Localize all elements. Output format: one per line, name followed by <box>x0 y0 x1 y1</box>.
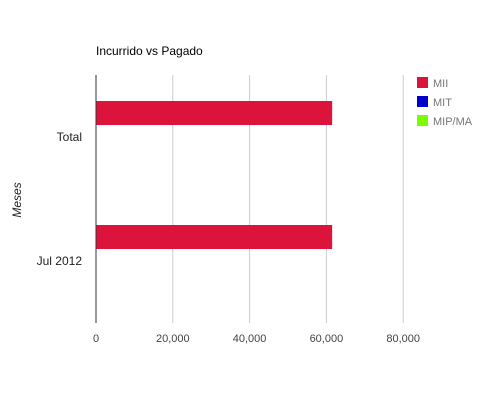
legend-swatch <box>417 115 428 126</box>
y-axis-title: Meses <box>10 182 24 217</box>
legend: MII MIT MIP/MA <box>417 77 473 128</box>
x-tick-labels: 0 20,000 40,000 60,000 80,000 <box>93 333 420 345</box>
category-labels: Total Jul 2012 <box>37 130 83 268</box>
x-tick-label: 0 <box>93 333 99 345</box>
chart-title: Incurrido vs Pagado <box>96 44 203 58</box>
category-label: Total <box>57 130 82 144</box>
legend-label: MIP/MA <box>433 116 473 128</box>
x-tick-label: 40,000 <box>233 333 267 345</box>
bars <box>96 101 332 249</box>
x-tick-label: 60,000 <box>310 333 344 345</box>
category-label: Jul 2012 <box>37 254 83 268</box>
legend-swatch <box>417 96 428 107</box>
bar-mii <box>96 225 332 249</box>
legend-label: MII <box>433 78 448 90</box>
x-tick-label: 20,000 <box>156 333 190 345</box>
legend-swatch <box>417 77 428 88</box>
bar-mii <box>96 101 332 125</box>
x-tick-label: 80,000 <box>386 333 420 345</box>
legend-label: MIT <box>433 97 452 109</box>
